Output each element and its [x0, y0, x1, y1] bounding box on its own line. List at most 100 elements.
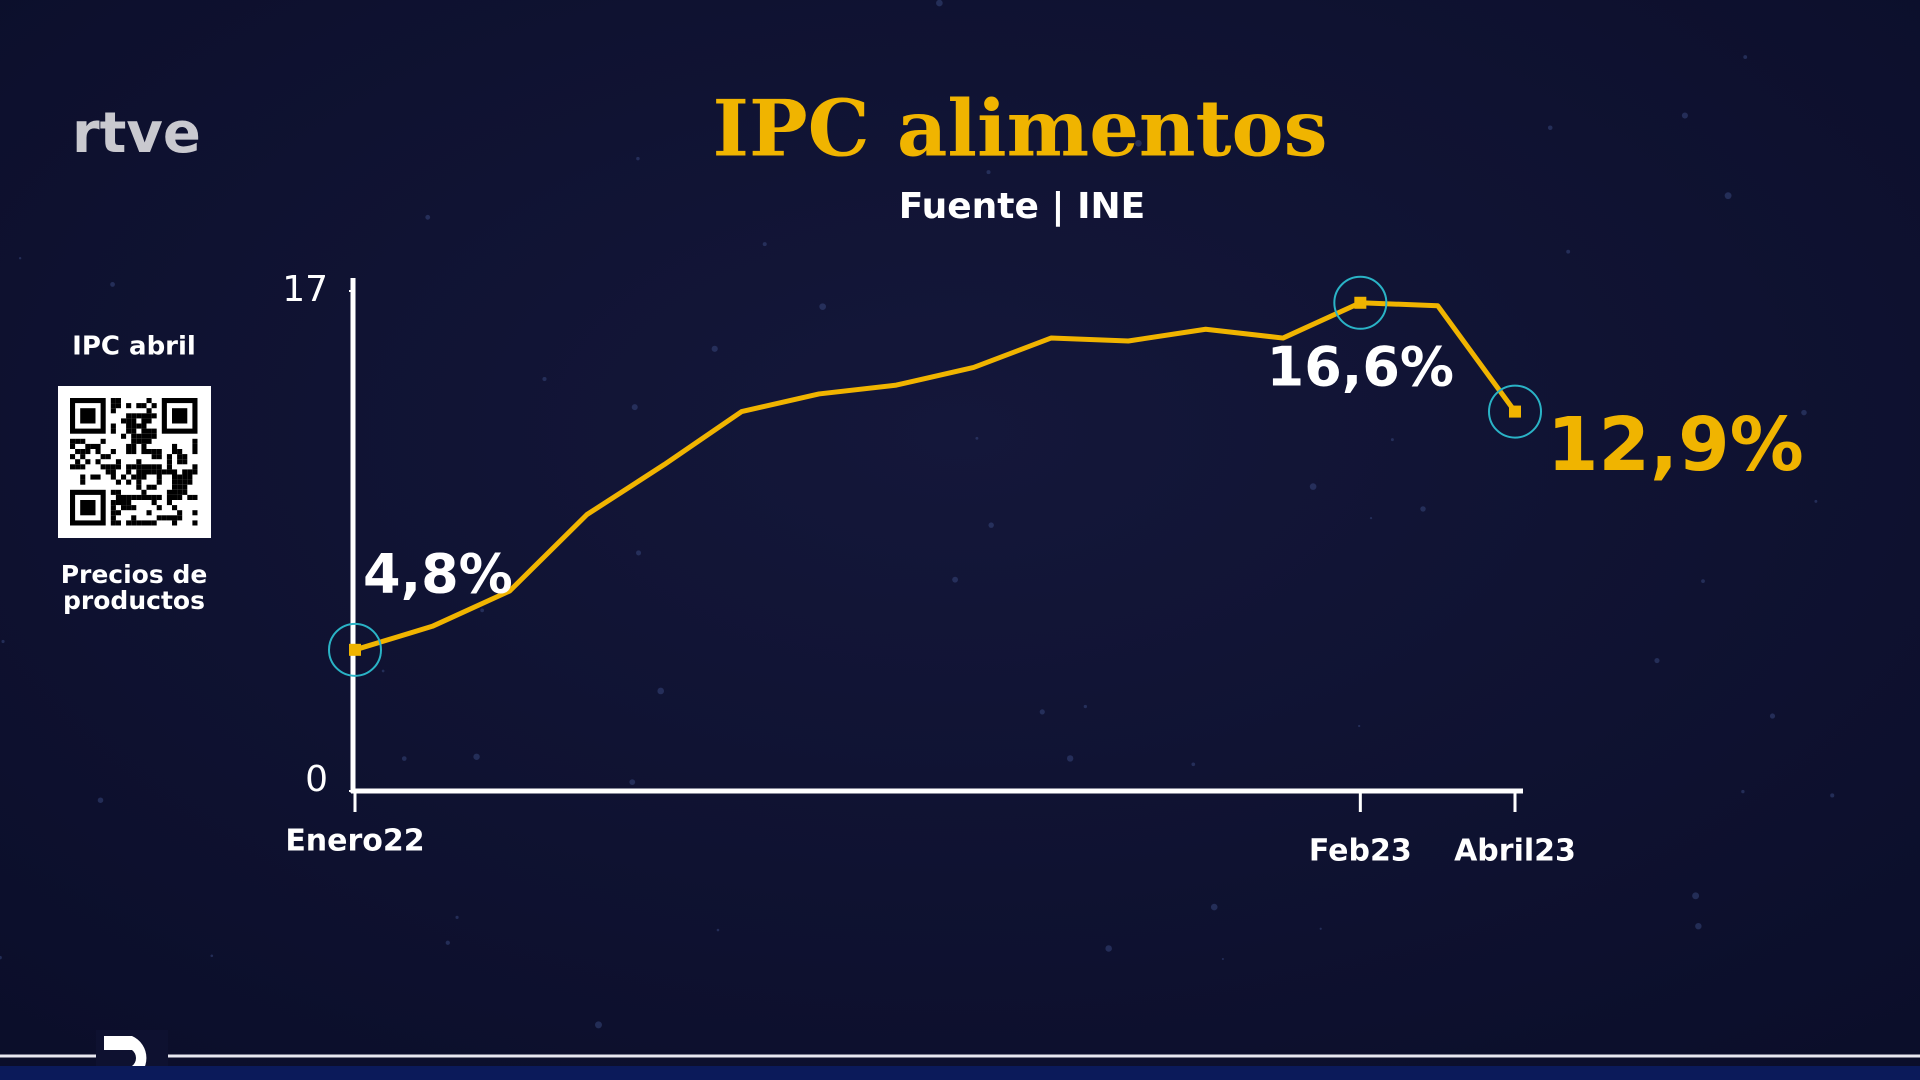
qr-finder	[80, 500, 96, 516]
star	[1695, 922, 1702, 930]
star	[595, 1021, 602, 1029]
qr-module	[136, 459, 142, 465]
star	[381, 669, 385, 673]
star	[711, 345, 718, 352]
x-tick-label: Feb23	[1309, 834, 1412, 869]
qr-module	[126, 464, 132, 470]
qr-module	[126, 403, 132, 409]
qr-module	[141, 413, 147, 419]
star	[97, 797, 104, 803]
qr-module	[151, 494, 157, 500]
qr-module	[126, 505, 132, 511]
qr-module	[187, 494, 193, 500]
qr-module	[85, 449, 91, 455]
qr-module	[156, 505, 162, 511]
qr-module	[136, 423, 142, 429]
point-marker	[1509, 405, 1521, 418]
qr-finder	[80, 408, 96, 424]
qr-module	[126, 428, 132, 434]
qr-module	[177, 459, 183, 465]
qr-module	[126, 413, 132, 419]
star	[1210, 903, 1218, 911]
qr-module	[177, 479, 183, 485]
qr-module	[131, 438, 137, 444]
qr-module	[100, 438, 106, 444]
qr-module	[110, 428, 116, 434]
star	[210, 954, 214, 958]
qr-module	[192, 464, 198, 470]
qr-module	[141, 443, 147, 449]
logo: rtve	[72, 101, 201, 166]
qr-module	[85, 459, 91, 465]
qr-finder	[172, 408, 188, 424]
qr-module	[136, 520, 142, 526]
star	[480, 608, 485, 613]
qr-module	[141, 469, 147, 475]
qr-module	[151, 433, 157, 439]
sidebar-caption: Precios de	[61, 560, 208, 589]
qr-module	[131, 449, 137, 455]
star	[445, 940, 450, 945]
qr-module	[182, 454, 188, 460]
qr-module	[156, 474, 162, 480]
qr-module	[146, 464, 152, 470]
star	[1211, 147, 1217, 153]
qr-module	[121, 500, 127, 506]
qr-module	[110, 500, 116, 506]
qr-module	[151, 454, 157, 460]
star	[631, 404, 638, 411]
qr-module	[166, 500, 172, 506]
star	[636, 550, 642, 556]
qr-module	[110, 474, 116, 480]
qr-module	[126, 479, 132, 485]
star	[1369, 517, 1373, 520]
star	[1769, 713, 1776, 719]
y-tick-label: 17	[282, 269, 328, 310]
qr-module	[141, 418, 147, 424]
qr-module	[70, 464, 76, 470]
star	[1191, 762, 1196, 767]
qr-module	[115, 510, 121, 516]
star	[1039, 709, 1045, 715]
qr-module	[70, 443, 76, 449]
qr-module	[136, 484, 142, 490]
qr-module	[172, 515, 178, 521]
qr-module	[131, 505, 137, 511]
qr-module	[141, 438, 147, 444]
qr-module	[115, 494, 121, 500]
qr-module	[172, 484, 178, 490]
star	[1135, 140, 1142, 147]
qr-module	[126, 469, 132, 475]
star	[657, 687, 665, 695]
qr-module	[172, 520, 178, 526]
qr-module	[141, 494, 147, 500]
qr-module	[80, 474, 86, 480]
star	[1814, 499, 1818, 503]
star	[1741, 789, 1745, 794]
qr-module	[187, 479, 193, 485]
qr-module	[146, 449, 152, 455]
qr-module	[177, 494, 183, 500]
qr-module	[115, 500, 121, 506]
qr-module	[166, 494, 172, 500]
qr-module	[166, 469, 172, 475]
qr-module	[75, 438, 81, 444]
qr-module	[131, 520, 137, 526]
qr-module	[182, 469, 188, 475]
qr-module	[85, 443, 91, 449]
qr-module	[172, 443, 178, 449]
qr-module	[192, 438, 198, 444]
qr-module	[80, 449, 86, 455]
qr-module	[95, 474, 101, 480]
qr-module	[105, 469, 111, 475]
qr-module	[141, 423, 147, 429]
qr-module	[95, 449, 101, 455]
star	[1724, 192, 1732, 200]
qr-module	[70, 454, 76, 460]
qr-module	[156, 479, 162, 485]
qr-module	[136, 494, 142, 500]
star	[18, 257, 22, 260]
qr-module	[131, 428, 137, 434]
